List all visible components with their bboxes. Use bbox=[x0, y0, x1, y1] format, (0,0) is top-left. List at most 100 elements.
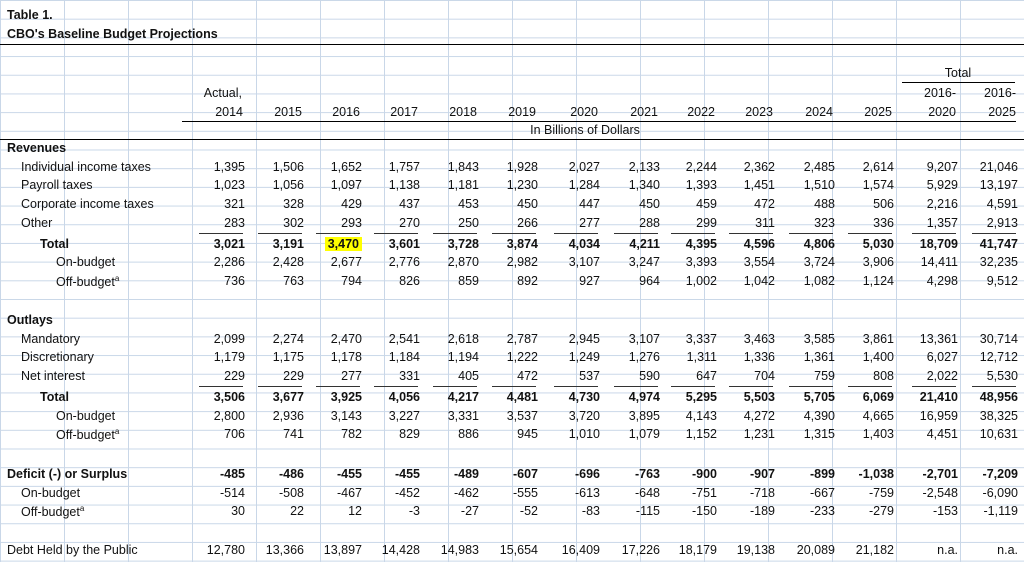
table-cell: 3,874 bbox=[506, 236, 538, 251]
table-cell: -153 bbox=[932, 504, 958, 519]
table-cell: 763 bbox=[283, 273, 304, 288]
subtotal-rule bbox=[433, 385, 477, 387]
subtotal-rule bbox=[199, 385, 243, 387]
row-label-text: Off-budget bbox=[56, 275, 115, 290]
table-cell: 1,181 bbox=[447, 178, 479, 193]
table-cell: 41,747 bbox=[979, 236, 1018, 251]
table-cell: 1,510 bbox=[803, 178, 835, 193]
table-cell: 945 bbox=[517, 427, 538, 442]
table-cell: 4,481 bbox=[506, 389, 538, 404]
table-cell: 6,069 bbox=[862, 389, 894, 404]
table-cell: 4,596 bbox=[743, 236, 775, 251]
table-cell: 453 bbox=[458, 197, 479, 212]
row-label-text: On-budget bbox=[56, 408, 116, 423]
table-cell: 1,231 bbox=[743, 427, 775, 442]
table-cell: 30 bbox=[231, 504, 245, 519]
table-cell: 328 bbox=[283, 197, 304, 212]
table-cell: 4,974 bbox=[628, 389, 660, 404]
table-cell: 794 bbox=[341, 273, 362, 288]
table-cell: 488 bbox=[814, 197, 835, 212]
table-cell: 2,027 bbox=[568, 159, 600, 174]
table-cell: 3,601 bbox=[388, 236, 420, 251]
table-cell: -907 bbox=[749, 467, 775, 481]
row-label: Mandatory bbox=[21, 332, 80, 346]
footnote-marker: a bbox=[114, 273, 120, 283]
year-header: 2017 bbox=[390, 105, 418, 119]
table-cell: 2,485 bbox=[803, 159, 835, 174]
table-cell: 4,591 bbox=[986, 197, 1018, 212]
row-label: Other bbox=[21, 216, 52, 230]
table-cell: 2,099 bbox=[213, 331, 245, 346]
row-label: Off-budgeta bbox=[21, 504, 84, 519]
subtotal-rule bbox=[789, 385, 833, 387]
table-cell: 1,315 bbox=[803, 427, 835, 442]
title-rule bbox=[0, 44, 1024, 45]
header-rule bbox=[182, 121, 1016, 122]
table-cell: -6,090 bbox=[982, 485, 1018, 500]
subtotal-rule bbox=[258, 385, 302, 387]
subtotal-rule bbox=[316, 385, 360, 387]
row-label: On-budget bbox=[56, 409, 115, 423]
table-cell: 12 bbox=[348, 504, 362, 519]
table-cell: 3,728 bbox=[447, 236, 479, 251]
table-cell: 21,410 bbox=[919, 389, 958, 404]
table-cell: 4,806 bbox=[803, 236, 835, 251]
table-cell: 459 bbox=[696, 197, 717, 212]
footnote-marker: a bbox=[114, 427, 120, 437]
table-cell: -648 bbox=[634, 485, 660, 500]
table-cell: -1,038 bbox=[858, 467, 894, 481]
table-cell: 4,390 bbox=[803, 408, 835, 423]
section-heading-outlays: Outlays bbox=[7, 313, 53, 327]
table-cell: 5,705 bbox=[803, 389, 835, 404]
table-cell: 1,928 bbox=[506, 159, 538, 174]
row-label: Individual income taxes bbox=[21, 160, 151, 174]
table-cell: 859 bbox=[458, 273, 479, 288]
table-cell: 3,554 bbox=[743, 255, 775, 270]
year-header: 2016 bbox=[332, 105, 360, 119]
table-cell: 4,211 bbox=[629, 236, 660, 251]
table-cell: 2,541 bbox=[388, 331, 420, 346]
table-cell: 4,217 bbox=[447, 389, 479, 404]
table-cell: 14,428 bbox=[381, 543, 420, 557]
table-cell: -115 bbox=[635, 504, 660, 519]
table-cell: 2,945 bbox=[568, 331, 600, 346]
table-cell: 4,143 bbox=[685, 408, 717, 423]
table-cell: 736 bbox=[224, 273, 245, 288]
table-cell: 1,082 bbox=[803, 273, 835, 288]
table-cell: -555 bbox=[512, 485, 538, 500]
table-cell: 4,730 bbox=[568, 389, 600, 404]
table-cell: 1,138 bbox=[388, 178, 420, 193]
table-cell: 808 bbox=[873, 369, 894, 384]
subtotal-rule bbox=[729, 232, 773, 234]
table-cell: 2,216 bbox=[926, 197, 958, 212]
table-cell: 10,631 bbox=[979, 427, 1018, 442]
table-cell: 12,780 bbox=[206, 543, 245, 557]
table-cell: 1,393 bbox=[685, 178, 717, 193]
table-cell: 964 bbox=[639, 273, 660, 288]
table-cell: 30,714 bbox=[979, 331, 1018, 346]
table-cell: 1,249 bbox=[568, 350, 600, 365]
table-cell: 405 bbox=[458, 369, 479, 384]
table-cell: 3,337 bbox=[685, 331, 717, 346]
total-header: Total bbox=[944, 66, 972, 80]
table-cell: -718 bbox=[749, 485, 775, 500]
table-cell: 16,409 bbox=[561, 543, 600, 557]
table-cell: 590 bbox=[639, 369, 660, 384]
section-heading-deficit: Deficit (-) or Surplus bbox=[7, 467, 128, 481]
table-cell: -751 bbox=[691, 485, 717, 500]
highlighted-value: 3,470 bbox=[324, 236, 362, 251]
row-label: Total bbox=[40, 237, 69, 251]
table-cell: 741 bbox=[283, 427, 304, 442]
table-cell: -452 bbox=[394, 485, 420, 500]
subtotal-rule bbox=[789, 232, 833, 234]
table-cell: 1,222 bbox=[506, 350, 538, 365]
subtotal-rule bbox=[972, 232, 1016, 234]
row-label-text: Total bbox=[40, 389, 69, 404]
table-cell: 2,870 bbox=[447, 255, 479, 270]
table-cell: 3,191 bbox=[272, 236, 304, 251]
table-cell: 2,677 bbox=[330, 255, 362, 270]
table-cell: 829 bbox=[399, 427, 420, 442]
table-cell: 22 bbox=[290, 504, 304, 519]
table-cell: 3,724 bbox=[803, 255, 835, 270]
year-header: 2021 bbox=[630, 105, 658, 119]
